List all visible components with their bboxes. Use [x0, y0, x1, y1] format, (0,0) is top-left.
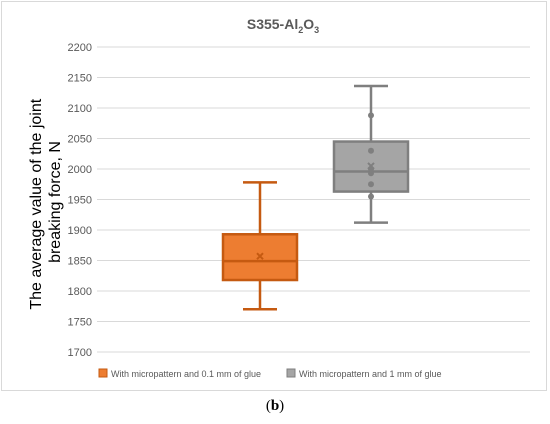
y-tick-label: 1700: [68, 347, 92, 359]
data-point: [368, 112, 374, 119]
figure-caption: (b): [265, 398, 285, 414]
mean-marker: [367, 162, 375, 170]
box-series-1: [221, 181, 299, 311]
y-tick-label: 2100: [68, 103, 92, 115]
chart-frame: S355-Al2O3 1700 1750 1800 1850 1900 1950 2000 2…: [1, 1, 547, 391]
y-tick-label: 2050: [68, 134, 92, 146]
data-point: [368, 181, 374, 188]
legend-swatch: [98, 368, 108, 378]
legend-item-1: With micropattern and 0.1 mm of glue: [98, 368, 261, 379]
y-tick-label: 2150: [68, 73, 92, 85]
y-tick-label: 1800: [68, 286, 92, 298]
mean-marker-stroke: [256, 252, 264, 260]
data-point: [368, 147, 374, 154]
box-series-2: [332, 84, 410, 224]
legend: With micropattern and 0.1 mm of glue With…: [98, 368, 442, 379]
y-tick-label: 1850: [68, 256, 92, 268]
y-tick-label: 2200: [68, 42, 92, 54]
y-tick-label: 1900: [68, 225, 92, 237]
y-axis-label-line1: The average value of the joint: [28, 98, 45, 309]
grid-lines: [97, 46, 530, 353]
mean-marker-stroke: [367, 162, 375, 170]
y-tick-label: 1750: [68, 317, 92, 329]
box-plot-chart: S355-Al2O3 1700 1750 1800 1850 1900 1950 2000 2…: [28, 16, 530, 379]
y-axis-label: The average value of the joint breaking …: [28, 94, 64, 309]
y-axis-ticks: 1700 1750 1800 1850 1900 1950 2000 2050 2100 2150…: [68, 42, 92, 359]
y-tick-label: 1950: [68, 195, 92, 207]
y-axis-label-line2: breaking force, N: [47, 141, 64, 263]
chart-title: S355-Al2O3: [247, 16, 319, 35]
data-point: [368, 193, 374, 200]
figure-caption-letter: b: [270, 398, 280, 414]
box-plots: [221, 84, 410, 311]
legend-label: With micropattern and 0.1 mm of glue: [111, 369, 261, 379]
mean-marker: [256, 252, 264, 260]
y-tick-label: 2000: [68, 164, 92, 176]
legend-item-2: With micropattern and 1 mm of glue: [286, 368, 442, 379]
data-point: [368, 170, 374, 177]
legend-label: With micropattern and 1 mm of glue: [299, 369, 442, 379]
legend-swatch: [286, 368, 296, 378]
